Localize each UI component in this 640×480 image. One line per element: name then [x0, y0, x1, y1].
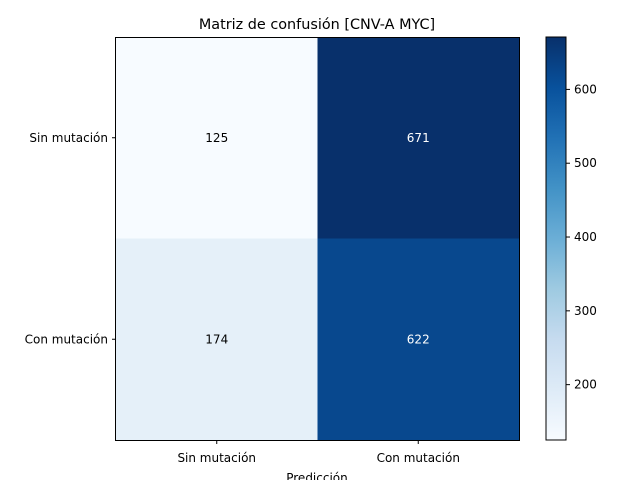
plot-frame [115, 37, 520, 441]
x-tick-label: Sin mutación [177, 451, 256, 465]
colorbar-ticks: 200 300 400 500 600 [566, 82, 597, 392]
y-tick-label: Con mutación [25, 332, 108, 346]
cell-value-label: 125 [205, 131, 228, 145]
heatmap-cells: 125 671 174 622 [116, 37, 520, 441]
axis-ticks: Sin mutación Con mutación Sin mutación Con … [25, 131, 460, 465]
heatmap-cell [116, 37, 318, 239]
colorbar-tick-label: 200 [574, 378, 597, 392]
colorbar-tick-label: 500 [574, 156, 597, 170]
y-tick-label: Sin mutación [29, 131, 108, 145]
colorbar [545, 36, 567, 441]
heatmap-cell [116, 238, 318, 441]
heatmap-cell [317, 238, 520, 441]
chart-title: Matriz de confusión [CNV-A MYC] [199, 17, 435, 33]
colorbar-tick-label: 300 [574, 304, 597, 318]
colorbar-tick-label: 600 [574, 82, 597, 96]
cell-value-label: 174 [205, 332, 228, 346]
x-axis-label: Predicción [286, 471, 348, 480]
colorbar-tick-label: 400 [574, 230, 597, 244]
cell-value-label: 622 [407, 332, 430, 346]
cell-value-label: 671 [407, 131, 430, 145]
heatmap-cell [317, 37, 520, 239]
x-tick-label: Con mutación [377, 451, 460, 465]
